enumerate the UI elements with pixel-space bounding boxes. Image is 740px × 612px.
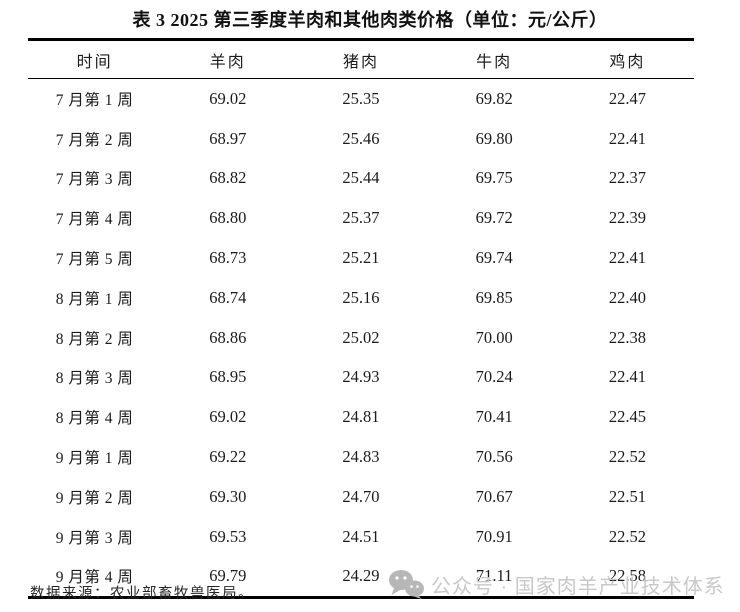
price-cell: 68.95	[209, 367, 247, 387]
price-cell: 25.46	[342, 128, 380, 148]
price-cell: 22.41	[608, 248, 646, 268]
price-cell: 69.75	[475, 168, 513, 188]
row-label: 8 月第 3 周	[55, 370, 134, 388]
price-cell: 25.44	[342, 168, 380, 188]
price-cell: 25.21	[342, 248, 380, 268]
row-label: 9 月第 3 周	[55, 529, 134, 547]
column-header-5: 鸡肉	[609, 53, 646, 71]
price-cell: 22.52	[608, 447, 646, 467]
price-cell: 70.41	[475, 407, 513, 427]
price-cell: 25.35	[342, 88, 380, 108]
data-source-note: 数据来源：农业部畜牧兽医局。	[30, 586, 254, 602]
table-body: 7 月第 1 周 69.02 25.35 69.82 22.47 7 月第 2 周 68.9…	[28, 79, 694, 598]
header-row: 时间 羊肉 猪肉 牛肉 鸡肉	[28, 40, 694, 79]
price-cell: 24.81	[342, 407, 380, 427]
price-cell: 22.40	[608, 287, 646, 307]
price-cell: 22.38	[608, 327, 646, 347]
watermark: 公众号 · 国家肉羊产业技术体系	[388, 569, 725, 599]
price-cell: 68.80	[209, 208, 247, 228]
table-row: 7 月第 1 周 69.02 25.35 69.82 22.47	[28, 79, 694, 119]
row-label: 8 月第 1 周	[55, 290, 134, 308]
table-row: 7 月第 3 周 68.82 25.44 69.75 22.37	[28, 159, 694, 199]
table-row: 8 月第 3 周 68.95 24.93 70.24 22.41	[28, 358, 694, 398]
price-cell: 70.91	[475, 526, 513, 546]
price-cell: 25.37	[342, 208, 380, 228]
row-label: 7 月第 2 周	[55, 131, 134, 149]
table-row: 8 月第 1 周 68.74 25.16 69.85 22.40	[28, 278, 694, 318]
price-cell: 69.02	[209, 88, 247, 108]
price-cell: 68.97	[209, 128, 247, 148]
price-cell: 22.41	[608, 128, 646, 148]
price-cell: 22.37	[608, 168, 646, 188]
price-cell: 22.39	[608, 208, 646, 228]
price-cell: 69.30	[209, 486, 247, 506]
price-cell: 70.00	[475, 327, 513, 347]
price-cell: 24.83	[342, 447, 380, 467]
price-cell: 68.74	[209, 287, 247, 307]
table-row: 7 月第 2 周 68.97 25.46 69.80 22.41	[28, 119, 694, 159]
price-cell: 69.02	[209, 407, 247, 427]
price-cell: 70.24	[475, 367, 513, 387]
row-label: 8 月第 2 周	[55, 330, 134, 348]
price-cell: 68.73	[209, 248, 247, 268]
column-header-2: 羊肉	[209, 53, 246, 71]
price-cell: 22.58	[608, 566, 646, 586]
price-cell: 22.45	[608, 407, 646, 427]
price-cell: 69.85	[475, 287, 513, 307]
price-cell: 69.80	[475, 128, 513, 148]
table-row: 8 月第 2 周 68.86 25.02 70.00 22.38	[28, 318, 694, 358]
price-cell: 25.02	[342, 327, 380, 347]
table-title: 表 3 2025 第三季度羊肉和其他肉类价格（单位：元/公斤）	[132, 10, 608, 30]
row-label: 7 月第 3 周	[55, 171, 134, 189]
row-label: 8 月第 4 周	[55, 410, 134, 428]
table-header: 时间 羊肉 猪肉 牛肉 鸡肉	[28, 40, 694, 79]
price-cell: 22.51	[608, 486, 646, 506]
price-cell: 69.74	[475, 248, 513, 268]
table-row: 7 月第 5 周 68.73 25.21 69.74 22.41	[28, 238, 694, 278]
row-label: 9 月第 2 周	[55, 489, 134, 507]
price-cell: 22.41	[608, 367, 646, 387]
row-label: 7 月第 4 周	[55, 211, 134, 229]
wechat-icon	[389, 570, 424, 599]
column-header-3: 猪肉	[342, 53, 379, 71]
watermark-text: 公众号 · 国家肉羊产业技术体系	[431, 575, 725, 598]
table-row: 9 月第 4 周 69.79 24.29 71.11 22.58	[28, 557, 694, 598]
price-cell: 69.72	[475, 208, 513, 228]
price-cell: 24.93	[342, 367, 380, 387]
price-cell: 69.79	[209, 566, 247, 586]
table-row: 9 月第 3 周 69.53 24.51 70.91 22.52	[28, 517, 694, 557]
price-cell: 69.82	[475, 88, 513, 108]
table-row: 9 月第 2 周 69.30 24.70 70.67 22.51	[28, 477, 694, 517]
table-row: 8 月第 4 周 69.02 24.81 70.41 22.45	[28, 397, 694, 437]
table-row: 7 月第 4 周 68.80 25.37 69.72 22.39	[28, 198, 694, 238]
price-table: 时间 羊肉 猪肉 牛肉 鸡肉 7 月第 1 周 69.02 25.35 69.82 22.47 7…	[28, 38, 694, 600]
price-cell: 68.82	[209, 168, 247, 188]
price-cell: 70.67	[475, 486, 513, 506]
column-header-1: 时间	[76, 53, 113, 71]
row-label: 7 月第 5 周	[55, 251, 134, 269]
price-cell: 22.47	[608, 88, 646, 108]
price-cell: 69.22	[209, 447, 247, 467]
price-cell: 25.16	[342, 287, 380, 307]
price-cell: 24.29	[342, 566, 380, 586]
price-cell: 70.56	[475, 447, 513, 467]
price-cell: 24.51	[342, 526, 380, 546]
price-cell: 69.53	[209, 526, 247, 546]
column-header-4: 牛肉	[476, 53, 513, 71]
price-cell: 24.70	[342, 486, 380, 506]
table-row: 9 月第 1 周 69.22 24.83 70.56 22.52	[28, 437, 694, 477]
row-label: 7 月第 1 周	[55, 91, 134, 109]
row-label: 9 月第 4 周	[55, 569, 134, 587]
price-cell: 71.11	[475, 566, 513, 586]
price-cell: 68.86	[209, 327, 247, 347]
row-label: 9 月第 1 周	[55, 450, 134, 468]
price-cell: 22.52	[608, 526, 646, 546]
